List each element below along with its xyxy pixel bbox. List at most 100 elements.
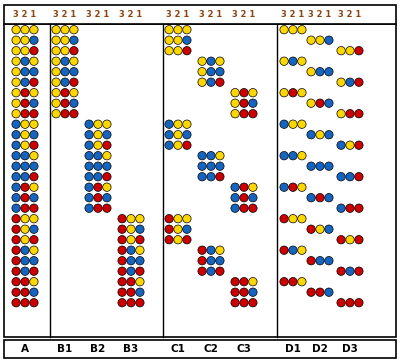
Circle shape: [183, 130, 191, 139]
Circle shape: [94, 120, 102, 129]
Circle shape: [61, 67, 69, 76]
Circle shape: [298, 120, 306, 129]
Circle shape: [12, 257, 20, 265]
Circle shape: [165, 25, 173, 34]
Circle shape: [52, 88, 60, 97]
Circle shape: [21, 109, 29, 118]
Circle shape: [21, 278, 29, 286]
Circle shape: [30, 225, 38, 233]
Circle shape: [118, 288, 126, 296]
Circle shape: [85, 194, 93, 202]
Circle shape: [61, 99, 69, 108]
Circle shape: [231, 99, 239, 108]
Circle shape: [289, 215, 297, 223]
Circle shape: [30, 130, 38, 139]
Circle shape: [12, 46, 20, 55]
Circle shape: [207, 67, 215, 76]
Circle shape: [94, 204, 102, 212]
Circle shape: [12, 67, 20, 76]
Circle shape: [21, 194, 29, 202]
Circle shape: [198, 246, 206, 254]
Circle shape: [12, 267, 20, 275]
Circle shape: [127, 257, 135, 265]
Circle shape: [280, 183, 288, 191]
Circle shape: [165, 120, 173, 129]
Circle shape: [52, 46, 60, 55]
Circle shape: [307, 130, 315, 139]
Text: C1: C1: [170, 344, 186, 354]
Circle shape: [231, 88, 239, 97]
Circle shape: [21, 99, 29, 108]
Circle shape: [61, 109, 69, 118]
Circle shape: [30, 99, 38, 108]
Circle shape: [21, 267, 29, 275]
Circle shape: [240, 194, 248, 202]
Circle shape: [216, 57, 224, 66]
Circle shape: [94, 162, 102, 171]
Circle shape: [52, 99, 60, 108]
Circle shape: [30, 120, 38, 129]
Circle shape: [325, 257, 333, 265]
Circle shape: [12, 299, 20, 307]
Circle shape: [85, 120, 93, 129]
Circle shape: [165, 225, 173, 233]
Circle shape: [70, 88, 78, 97]
Circle shape: [30, 236, 38, 244]
Circle shape: [174, 130, 182, 139]
Circle shape: [307, 67, 315, 76]
Circle shape: [70, 46, 78, 55]
Circle shape: [183, 141, 191, 150]
Circle shape: [316, 36, 324, 45]
Circle shape: [21, 183, 29, 191]
Circle shape: [289, 88, 297, 97]
Circle shape: [346, 46, 354, 55]
Circle shape: [21, 46, 29, 55]
Circle shape: [174, 25, 182, 34]
Circle shape: [240, 99, 248, 108]
Circle shape: [21, 36, 29, 45]
Text: 3 2 1: 3 2 1: [308, 10, 332, 19]
Circle shape: [30, 257, 38, 265]
Circle shape: [12, 152, 20, 160]
Text: 3 2 1: 3 2 1: [199, 10, 223, 19]
Circle shape: [355, 236, 363, 244]
Circle shape: [355, 141, 363, 150]
Circle shape: [30, 57, 38, 66]
Circle shape: [307, 194, 315, 202]
Circle shape: [12, 25, 20, 34]
Circle shape: [30, 162, 38, 171]
Circle shape: [12, 225, 20, 233]
Circle shape: [21, 162, 29, 171]
Circle shape: [198, 173, 206, 181]
Circle shape: [136, 215, 144, 223]
Circle shape: [346, 78, 354, 87]
Circle shape: [30, 267, 38, 275]
Circle shape: [316, 288, 324, 296]
Circle shape: [12, 130, 20, 139]
Circle shape: [103, 152, 111, 160]
Circle shape: [21, 225, 29, 233]
Circle shape: [12, 120, 20, 129]
Circle shape: [70, 25, 78, 34]
Circle shape: [280, 88, 288, 97]
Circle shape: [61, 88, 69, 97]
Circle shape: [325, 162, 333, 171]
Circle shape: [12, 162, 20, 171]
Circle shape: [240, 288, 248, 296]
Circle shape: [61, 36, 69, 45]
Circle shape: [325, 36, 333, 45]
Circle shape: [52, 36, 60, 45]
Bar: [4, 5, 396, 24]
Circle shape: [103, 120, 111, 129]
Circle shape: [12, 246, 20, 254]
Circle shape: [118, 278, 126, 286]
Circle shape: [127, 225, 135, 233]
Circle shape: [207, 246, 215, 254]
Circle shape: [136, 246, 144, 254]
Circle shape: [136, 299, 144, 307]
Text: C2: C2: [204, 344, 218, 354]
Circle shape: [346, 299, 354, 307]
Circle shape: [198, 162, 206, 171]
Circle shape: [337, 236, 345, 244]
Circle shape: [198, 152, 206, 160]
